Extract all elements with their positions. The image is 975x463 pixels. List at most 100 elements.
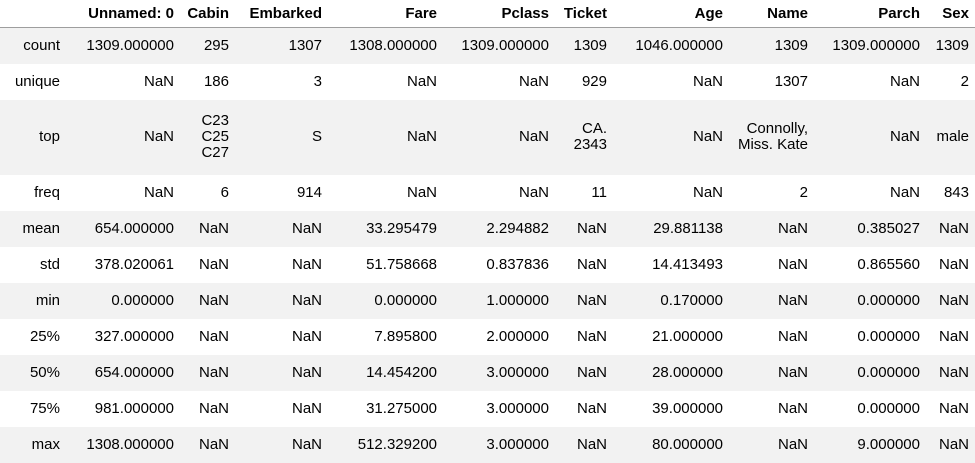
table-cell: NaN: [198, 363, 229, 381]
row-label: std: [39, 255, 60, 273]
table-cell: NaN: [777, 435, 808, 453]
table-cell: C23 C25 C27: [201, 112, 229, 161]
table-cell: NaN: [291, 255, 322, 273]
row-label: 50%: [29, 363, 60, 381]
column-header: Unnamed: 0: [66, 0, 180, 28]
table-cell: 1.000000: [486, 291, 549, 309]
table-cell: NaN: [518, 72, 549, 90]
table-row: max 1308.000000 NaN NaN 512.329200 3.000000 Na…: [0, 426, 975, 463]
table-cell: 2: [960, 72, 969, 90]
table-row: mean 654.000000 NaN NaN 33.295479 2.294882 NaN…: [0, 210, 975, 247]
column-header: Pclass: [443, 0, 555, 28]
table-cell: NaN: [406, 72, 437, 90]
table-cell: 0.000000: [857, 363, 920, 381]
header-row: Unnamed: 0 Cabin Embarked Fare Pclass Ti…: [0, 0, 975, 28]
table-cell: NaN: [938, 363, 969, 381]
table-cell: 0.000000: [374, 291, 437, 309]
table-cell: NaN: [692, 183, 723, 201]
table-cell: 0.865560: [857, 255, 920, 273]
table-row: 75% 981.000000 NaN NaN 31.275000 3.000000 NaN 3…: [0, 390, 975, 427]
table-cell: NaN: [889, 72, 920, 90]
row-label: unique: [14, 72, 60, 90]
table-cell: NaN: [518, 128, 549, 145]
table-cell: 1309.000000: [832, 36, 920, 54]
table-cell: 327.000000: [94, 327, 174, 345]
table-cell: 0.837836: [486, 255, 549, 273]
column-header: Ticket: [555, 0, 613, 28]
row-label: max: [31, 435, 60, 453]
table-cell: NaN: [938, 219, 969, 237]
column-header: Age: [613, 0, 729, 28]
table-cell: NaN: [576, 219, 607, 237]
table-cell: NaN: [291, 291, 322, 309]
table-cell: 6: [220, 183, 229, 201]
table-cell: 3: [313, 72, 322, 90]
row-label: count: [23, 36, 60, 54]
table-cell: 914: [296, 183, 322, 201]
table-cell: 0.000000: [857, 399, 920, 417]
table-cell: NaN: [291, 219, 322, 237]
table-cell: 1308.000000: [349, 36, 437, 54]
table-cell: NaN: [889, 183, 920, 201]
table-cell: NaN: [198, 219, 229, 237]
table-cell: NaN: [576, 435, 607, 453]
table-cell: 2: [799, 183, 808, 201]
table-cell: CA. 2343: [573, 120, 607, 153]
table-cell: 0.170000: [660, 291, 723, 309]
table-cell: 14.454200: [366, 363, 437, 381]
table-cell: NaN: [291, 363, 322, 381]
table-cell: NaN: [777, 399, 808, 417]
table-cell: 1309: [935, 36, 969, 54]
table-cell: 186: [203, 72, 229, 90]
table-cell: 1308.000000: [86, 435, 174, 453]
table-cell: 31.275000: [366, 399, 437, 417]
table-cell: NaN: [938, 435, 969, 453]
table-cell: 3.000000: [486, 399, 549, 417]
table-cell: 14.413493: [652, 255, 723, 273]
table-cell: male: [936, 128, 969, 145]
table-cell: NaN: [938, 327, 969, 345]
table-cell: NaN: [576, 363, 607, 381]
table-cell: 2.000000: [486, 327, 549, 345]
column-header: Fare: [328, 0, 443, 28]
column-header: Embarked: [235, 0, 328, 28]
table-cell: 3.000000: [486, 363, 549, 381]
table-cell: NaN: [938, 399, 969, 417]
table-cell: NaN: [777, 219, 808, 237]
table-cell: 51.758668: [366, 255, 437, 273]
table-row: top NaN C23 C25 C27 S NaN NaN CA. 2343 NaN Conno…: [0, 99, 975, 175]
table-cell: 0.385027: [857, 219, 920, 237]
table-cell: 3.000000: [486, 435, 549, 453]
table-cell: Connolly, Miss. Kate: [737, 120, 808, 153]
table-cell: 981.000000: [94, 399, 174, 417]
table-cell: NaN: [777, 255, 808, 273]
table-cell: 0.000000: [857, 327, 920, 345]
row-label: top: [39, 128, 60, 145]
table-cell: 9.000000: [857, 435, 920, 453]
table-cell: NaN: [143, 72, 174, 90]
table-cell: 28.000000: [652, 363, 723, 381]
table-row: std 378.020061 NaN NaN 51.758668 0.837836 NaN 1…: [0, 246, 975, 283]
table-cell: NaN: [938, 255, 969, 273]
table-row: count 1309.000000 295 1307 1308.000000 1309.0…: [0, 27, 975, 64]
table-cell: 80.000000: [652, 435, 723, 453]
table-cell: 1309: [573, 36, 607, 54]
table-cell: NaN: [143, 128, 174, 145]
table-row: freq NaN 6 914 NaN NaN 11 NaN 2 NaN 843: [0, 174, 975, 211]
column-header: Sex: [926, 0, 975, 28]
table-cell: 0.000000: [857, 291, 920, 309]
table-cell: 1309.000000: [86, 36, 174, 54]
table-row: unique NaN 186 3 NaN NaN 929 NaN 1307 NaN 2: [0, 63, 975, 100]
table-cell: 1309: [774, 36, 808, 54]
table-cell: 654.000000: [94, 219, 174, 237]
row-label: 75%: [29, 399, 60, 417]
table-cell: 11: [591, 183, 607, 201]
table-row: 25% 327.000000 NaN NaN 7.895800 2.000000 NaN 21…: [0, 318, 975, 355]
table-cell: NaN: [198, 435, 229, 453]
table-cell: 1309.000000: [461, 36, 549, 54]
table-cell: 7.895800: [374, 327, 437, 345]
table-cell: NaN: [938, 291, 969, 309]
table-cell: NaN: [518, 183, 549, 201]
table-cell: 1046.000000: [635, 36, 723, 54]
